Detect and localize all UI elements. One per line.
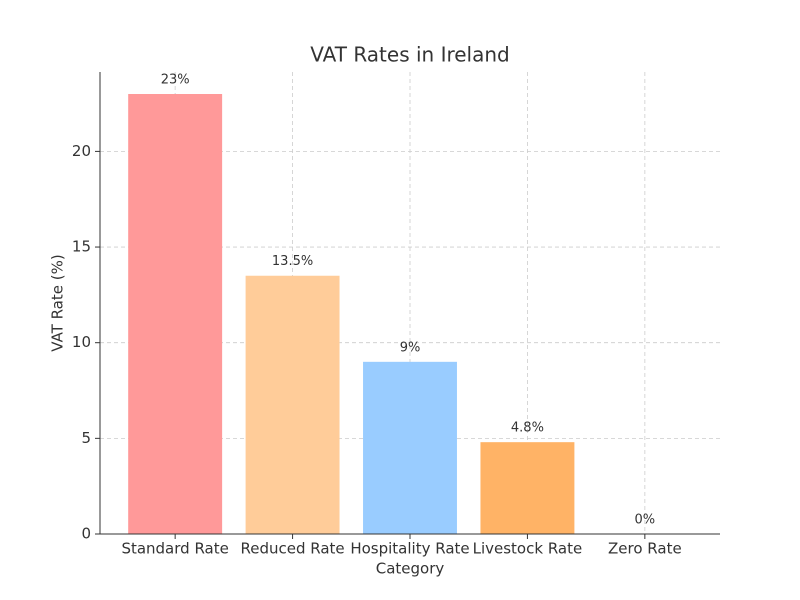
y-tick-label: 15 xyxy=(72,238,91,256)
y-tick-label: 10 xyxy=(72,333,91,351)
bar xyxy=(245,275,340,534)
bar xyxy=(480,442,575,534)
value-label: 13.5% xyxy=(272,254,313,269)
y-tick-label: 0 xyxy=(81,525,91,543)
x-axis-label: Category xyxy=(376,560,445,578)
y-axis-label: VAT Rate (%) xyxy=(49,254,67,351)
value-label: 4.8% xyxy=(511,421,544,436)
bar xyxy=(128,94,223,534)
x-tick-label: Livestock Rate xyxy=(473,540,583,558)
y-tick-label: 5 xyxy=(81,429,91,447)
x-tick-label: Standard Rate xyxy=(121,540,228,558)
x-tick-label: Reduced Rate xyxy=(240,540,344,558)
bar xyxy=(363,361,457,534)
chart-title: VAT Rates in Ireland xyxy=(310,43,510,67)
x-tick-label: Zero Rate xyxy=(608,540,682,558)
value-label: 9% xyxy=(400,340,421,355)
value-label: 0% xyxy=(635,513,656,528)
y-tick-label: 20 xyxy=(72,142,91,160)
value-label: 23% xyxy=(161,73,190,88)
x-tick-label: Hospitality Rate xyxy=(350,540,469,558)
